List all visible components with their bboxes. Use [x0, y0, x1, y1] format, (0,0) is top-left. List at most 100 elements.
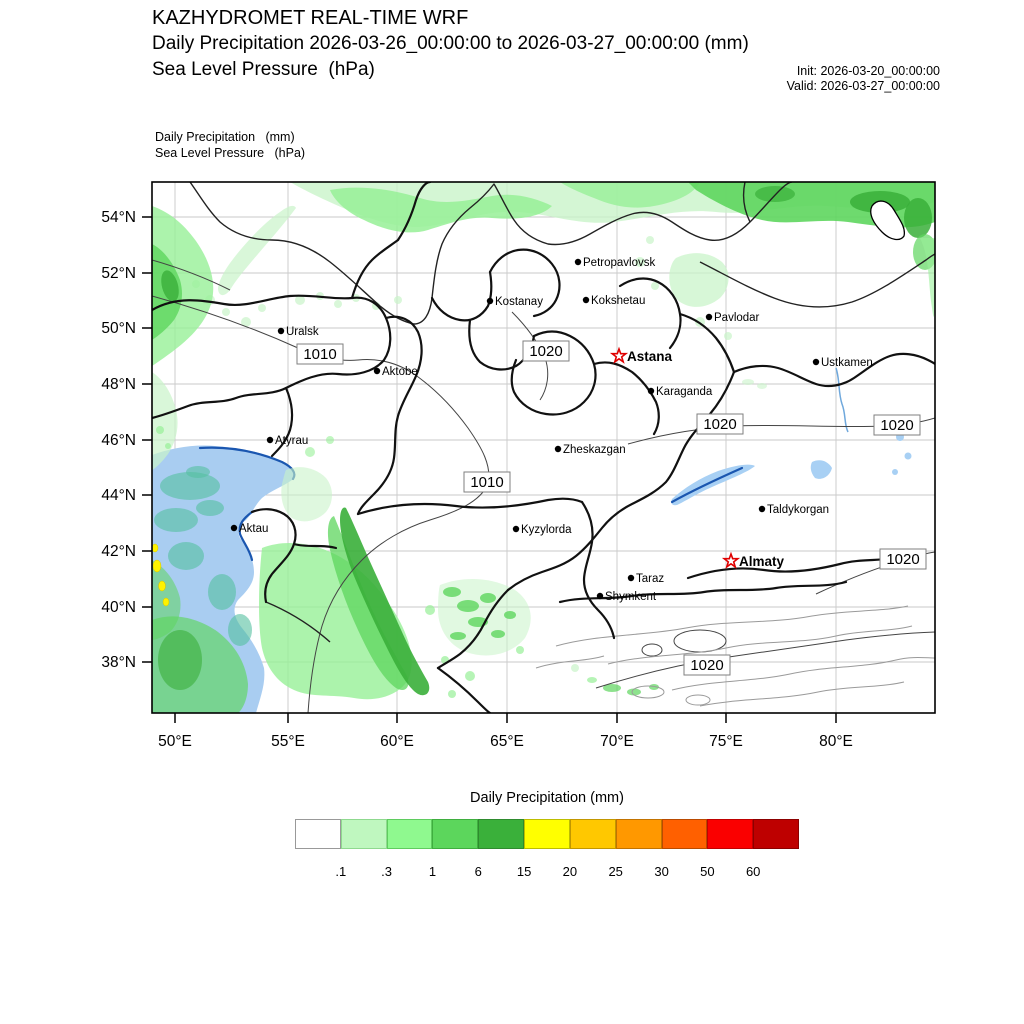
valid-timestamp: Valid: 2026-03-27_00:00:00: [786, 79, 940, 93]
city-marker: Aktau: [230, 523, 268, 535]
lat-label: 38°N: [101, 654, 136, 671]
svg-text:1010: 1010: [470, 474, 503, 491]
legend-swatch: [295, 819, 341, 849]
pressure-label: 1010: [463, 471, 511, 493]
city-marker: Atyrau: [266, 435, 308, 447]
lake-balkhash: [670, 460, 832, 506]
svg-text:Taraz: Taraz: [636, 573, 664, 585]
pressure-label: 1020: [683, 654, 731, 676]
terrain-contours: [535, 605, 935, 707]
city-marker: Kokshetau: [582, 295, 645, 307]
legend-swatch: [432, 819, 479, 849]
city-marker: Taldykorgan: [758, 504, 829, 516]
lon-axis-labels: 50°E 55°E 60°E 65°E 70°E 75°E 80°E: [158, 733, 853, 750]
lat-label: 54°N: [101, 209, 136, 226]
lon-label: 80°E: [819, 733, 853, 750]
lat-label: 42°N: [101, 543, 136, 560]
svg-text:Uralsk: Uralsk: [286, 326, 319, 338]
legend-swatch: [386, 819, 433, 849]
svg-text:Shymkent: Shymkent: [605, 591, 657, 603]
legend-swatch: [478, 819, 525, 849]
small-lakes-rivers: [835, 200, 912, 475]
svg-text:Aktau: Aktau: [239, 523, 268, 535]
legend-tick-label: 20: [562, 864, 578, 879]
legend-tick-label: 6: [474, 864, 482, 879]
legend-tick-label: 25: [608, 864, 623, 879]
region-borders: [152, 182, 935, 713]
legend-swatch: [707, 819, 754, 849]
precip-west-band: [152, 206, 214, 470]
legend-swatch: [340, 819, 387, 849]
svg-text:Ustkamen: Ustkamen: [821, 357, 873, 369]
map-caption-precip: Daily Precipitation (mm): [155, 130, 295, 144]
header-pressure-line: Sea Level Pressure (hPa): [152, 59, 375, 80]
lake-zaysan-outline: [870, 200, 906, 241]
lon-label: 50°E: [158, 733, 192, 750]
legend-swatch: [569, 819, 616, 849]
city-markers: Petropavlovsk Kostanay Kokshetau Pavloda…: [230, 257, 873, 603]
lat-label: 46°N: [101, 432, 136, 449]
lat-label: 44°N: [101, 487, 136, 504]
lat-label: 40°N: [101, 599, 136, 616]
legend-tick-label: 60: [745, 864, 761, 879]
pressure-label: 1020: [879, 548, 927, 570]
svg-text:1020: 1020: [880, 417, 913, 434]
city-marker: Uralsk: [277, 326, 319, 338]
svg-text:Petropavlovsk: Petropavlovsk: [583, 257, 655, 269]
lat-label: 52°N: [101, 265, 136, 282]
lon-label: 60°E: [380, 733, 414, 750]
lat-label: 48°N: [101, 376, 136, 393]
precip-north-speckles: [192, 205, 767, 389]
city-marker: Shymkent: [596, 591, 657, 603]
svg-text:Pavlodar: Pavlodar: [714, 312, 760, 324]
legend-tick-label: 15: [516, 864, 532, 879]
axis-ticks: [142, 216, 837, 723]
map-frame: [151, 181, 936, 714]
city-marker: Karaganda: [647, 386, 713, 398]
svg-text:1010: 1010: [303, 346, 336, 363]
legend-tick-label: 50: [700, 864, 715, 879]
precip-southwest: [152, 436, 430, 713]
city-marker: Aktobe: [373, 366, 418, 378]
legend-swatch: [753, 819, 799, 849]
svg-text:Aktobe: Aktobe: [382, 366, 418, 378]
capital-markers: Astana Almaty: [609, 346, 785, 569]
svg-text:1020: 1020: [690, 657, 723, 674]
city-marker: Zheskazgan: [554, 444, 626, 456]
legend-colorbar: [295, 819, 799, 849]
capital-marker-astana: Astana: [609, 346, 673, 364]
svg-text:1020: 1020: [886, 551, 919, 568]
init-timestamp: Init: 2026-03-20_00:00:00: [796, 64, 940, 78]
svg-text:Kokshetau: Kokshetau: [591, 295, 645, 307]
svg-text:Kostanay: Kostanay: [495, 296, 543, 308]
svg-text:Astana: Astana: [627, 349, 673, 364]
lon-label: 75°E: [709, 733, 743, 750]
legend-title: Daily Precipitation (mm): [470, 790, 624, 806]
lat-axis-labels: 54°N 52°N 50°N 48°N 46°N 44°N 42°N 40°N …: [101, 209, 136, 671]
city-marker: Kyzylorda: [512, 524, 572, 536]
pressure-label-group: 1010 1020 1010 1020 1020: [296, 340, 927, 676]
graticule-grid: [152, 182, 935, 713]
legend-tick-label: 1: [428, 864, 437, 879]
svg-text:Kyzylorda: Kyzylorda: [521, 524, 572, 536]
capital-marker-almaty: Almaty: [721, 551, 785, 569]
city-marker: Petropavlovsk: [574, 257, 655, 269]
legend-tick-label: .1: [335, 864, 347, 879]
lon-label: 70°E: [600, 733, 634, 750]
star-icon: [609, 346, 629, 364]
legend-swatch: [661, 819, 708, 849]
legend-tick-label: 30: [654, 864, 669, 879]
pressure-label: 1010: [296, 343, 344, 365]
pressure-label: 1020: [696, 413, 744, 435]
lon-label: 55°E: [271, 733, 305, 750]
pressure-label: 1020: [522, 340, 570, 362]
lon-label: 65°E: [490, 733, 524, 750]
city-marker: Pavlodar: [705, 312, 760, 324]
city-marker: Ustkamen: [812, 357, 873, 369]
legend-swatch: [524, 819, 570, 849]
legend-tick-labels: .1 .3 1 6 15 20 25 30 50 60: [295, 864, 799, 884]
country-borders: [189, 182, 935, 643]
svg-text:Taldykorgan: Taldykorgan: [767, 504, 829, 516]
header-precip-line: Daily Precipitation 2026-03-26_00:00:00 …: [152, 33, 749, 54]
